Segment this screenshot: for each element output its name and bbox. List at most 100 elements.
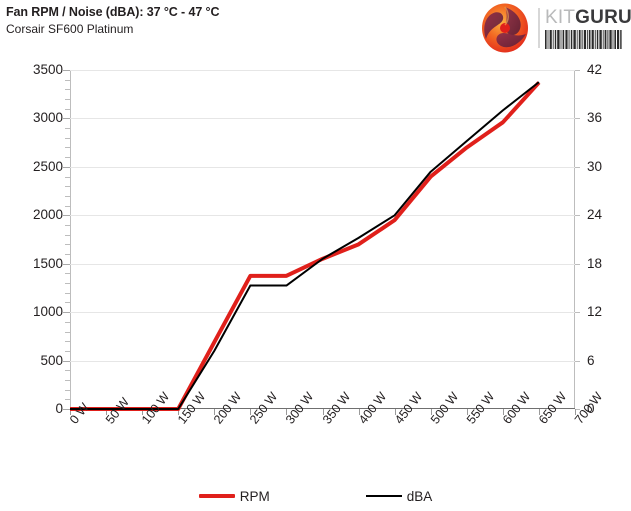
x-axis-tick: [214, 409, 216, 415]
kitguru-logo: KITGURU: [475, 2, 631, 54]
left-axis-minor-tick: [65, 89, 70, 91]
logo-guru-text: GURU: [575, 7, 631, 28]
x-axis-tick: [466, 409, 468, 415]
left-axis-minor-tick: [65, 157, 70, 159]
gridline: [70, 118, 575, 120]
left-axis-minor-tick: [65, 176, 70, 178]
right-axis-tick: [575, 215, 580, 217]
left-axis-tick: [63, 215, 70, 217]
left-axis-tick-label: 3000: [32, 110, 63, 126]
x-axis-tick: [394, 409, 396, 415]
left-axis-minor-tick: [65, 234, 70, 236]
legend-swatch-dba-icon: [365, 495, 402, 497]
series-lines: [70, 81, 541, 411]
left-axis-tick-label: 1500: [32, 255, 63, 271]
left-axis-tick-label: 1000: [32, 304, 63, 320]
left-axis-minor-tick: [65, 341, 70, 343]
gridline: [70, 312, 575, 314]
legend-label-rpm: RPM: [239, 488, 270, 504]
left-axis-minor-tick: [65, 205, 70, 207]
left-axis-minor-tick: [65, 254, 70, 256]
x-axis-tick: [286, 409, 288, 415]
logo-wordmark: KITGURU: [545, 8, 631, 28]
x-axis-tick: [430, 409, 432, 415]
plot-area: [63, 70, 580, 415]
logo-kit-text: KIT: [545, 7, 576, 28]
gridline: [70, 360, 575, 362]
right-axis-tick: [575, 360, 580, 362]
left-axis-minor-tick: [65, 99, 70, 101]
left-axis-minor-tick: [65, 147, 70, 149]
left-axis-tick: [63, 118, 70, 120]
page-subtitle: Corsair SF600 Platinum: [6, 22, 134, 36]
left-axis-tick: [63, 166, 70, 168]
left-axis-minor-tick: [65, 283, 70, 285]
x-axis-tick: [538, 409, 540, 415]
left-axis-tick-label: 0: [55, 401, 63, 416]
left-axis-minor-tick: [65, 79, 70, 81]
left-axis-minor-tick: [65, 186, 70, 188]
x-axis-tick: [106, 409, 108, 415]
left-axis-tick: [63, 312, 70, 314]
x-axis-tick: [178, 409, 180, 415]
legend-item-dba: dBA: [365, 488, 433, 504]
left-axis-minor-tick: [65, 350, 70, 352]
right-axis-tick-label: 0: [587, 401, 595, 416]
gridline: [70, 166, 575, 168]
left-axis-minor-tick: [65, 399, 70, 401]
legend-swatch-rpm-icon: [198, 494, 235, 498]
legend-label-dba: dBA: [406, 488, 433, 504]
left-axis-minor-tick: [65, 195, 70, 197]
right-axis-tick: [575, 263, 580, 265]
left-axis-minor-tick: [65, 292, 70, 294]
left-axis-tick-label: 2500: [32, 158, 63, 174]
kitguru-swirl-icon: [482, 3, 528, 53]
left-axis-tick: [63, 70, 70, 71]
right-axis-tick-label: 18: [587, 255, 603, 271]
x-axis-tick: [322, 409, 324, 415]
x-axis-tick: [358, 409, 360, 415]
gridline: [70, 263, 575, 265]
right-axis-tick: [575, 409, 580, 410]
x-axis-tick: [70, 409, 71, 415]
legend-item-rpm: RPM: [198, 488, 270, 504]
left-axis-minor-tick: [65, 331, 70, 333]
right-axis-tick-label: 36: [587, 110, 603, 126]
x-axis-tick: [575, 409, 576, 415]
left-axis-tick-label: 500: [40, 352, 63, 368]
left-axis-minor-tick: [65, 370, 70, 372]
chart-legend: RPM dBA: [0, 484, 631, 508]
logo-divider: [538, 8, 540, 48]
left-axis-minor-tick: [65, 379, 70, 381]
left-axis-line: [70, 70, 71, 409]
chart-header: Fan RPM / Noise (dBA): 37 °C - 47 °C Cor…: [6, 4, 219, 37]
right-axis-tick-label: 30: [587, 158, 603, 174]
left-axis-tick: [63, 409, 70, 410]
left-axis-minor-tick: [65, 128, 70, 130]
right-axis-line: [574, 70, 575, 409]
right-axis-tick: [575, 118, 580, 120]
left-axis-minor-tick: [65, 108, 70, 110]
x-axis-line: [70, 408, 575, 409]
right-axis-tick-label: 6: [587, 352, 595, 368]
x-axis-tick: [502, 409, 504, 415]
left-axis-minor-tick: [65, 244, 70, 246]
right-axis-tick-label: 12: [587, 304, 603, 320]
left-axis-minor-tick: [65, 302, 70, 304]
left-axis-minor-tick: [65, 137, 70, 139]
right-axis-tick: [575, 312, 580, 314]
right-axis-tick-label: 24: [587, 207, 603, 223]
left-axis-minor-tick: [65, 224, 70, 226]
left-axis-minor-tick: [65, 321, 70, 323]
left-axis-tick: [63, 263, 70, 265]
gridline: [70, 215, 575, 217]
left-axis-minor-tick: [65, 389, 70, 391]
gridline: [70, 70, 575, 71]
left-axis-tick-label: 2000: [32, 207, 63, 223]
x-axis-tick: [250, 409, 252, 415]
series-line-dba: [70, 81, 540, 410]
left-axis-tick: [63, 360, 70, 362]
right-axis-tick: [575, 70, 580, 71]
barcode-icon: [545, 30, 622, 49]
